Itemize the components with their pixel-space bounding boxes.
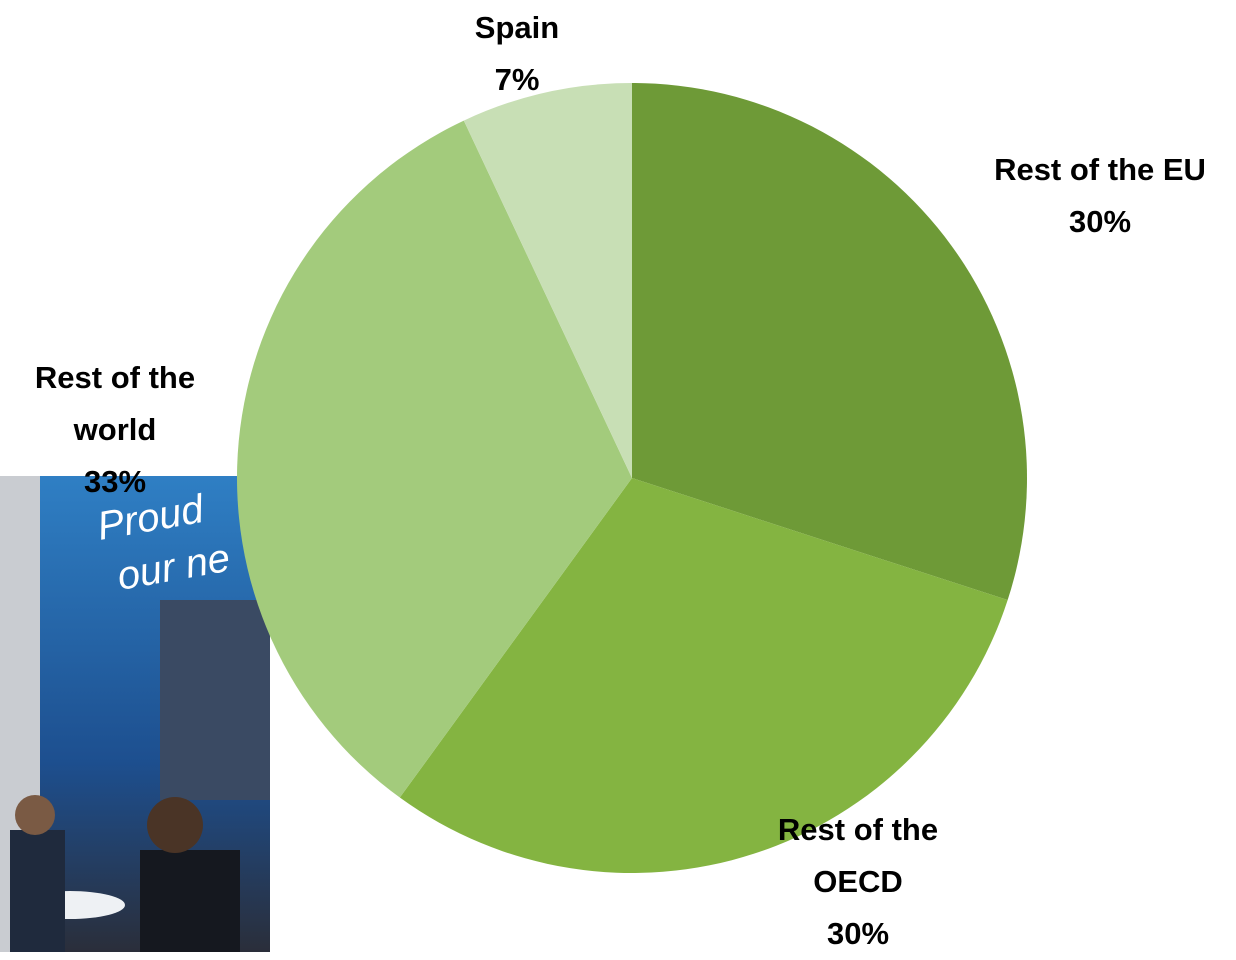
slice-value-label: 30% [826,916,890,951]
slice-label: Spain [474,10,560,45]
slice-label: Rest of the world [34,360,196,447]
slice-label: Rest of the OECD [777,812,939,899]
pie-slice [236,120,632,798]
pie-slice [463,83,632,478]
pie-slice [399,478,1008,873]
slice-value-label: 7% [494,62,540,97]
background-photo: Proud our ne [0,476,270,952]
slice-value-label: 33% [83,464,147,499]
slice-value-label: 30% [1068,204,1132,239]
pie-slice [632,83,1027,601]
slice-label: Rest of the EU [994,152,1206,187]
